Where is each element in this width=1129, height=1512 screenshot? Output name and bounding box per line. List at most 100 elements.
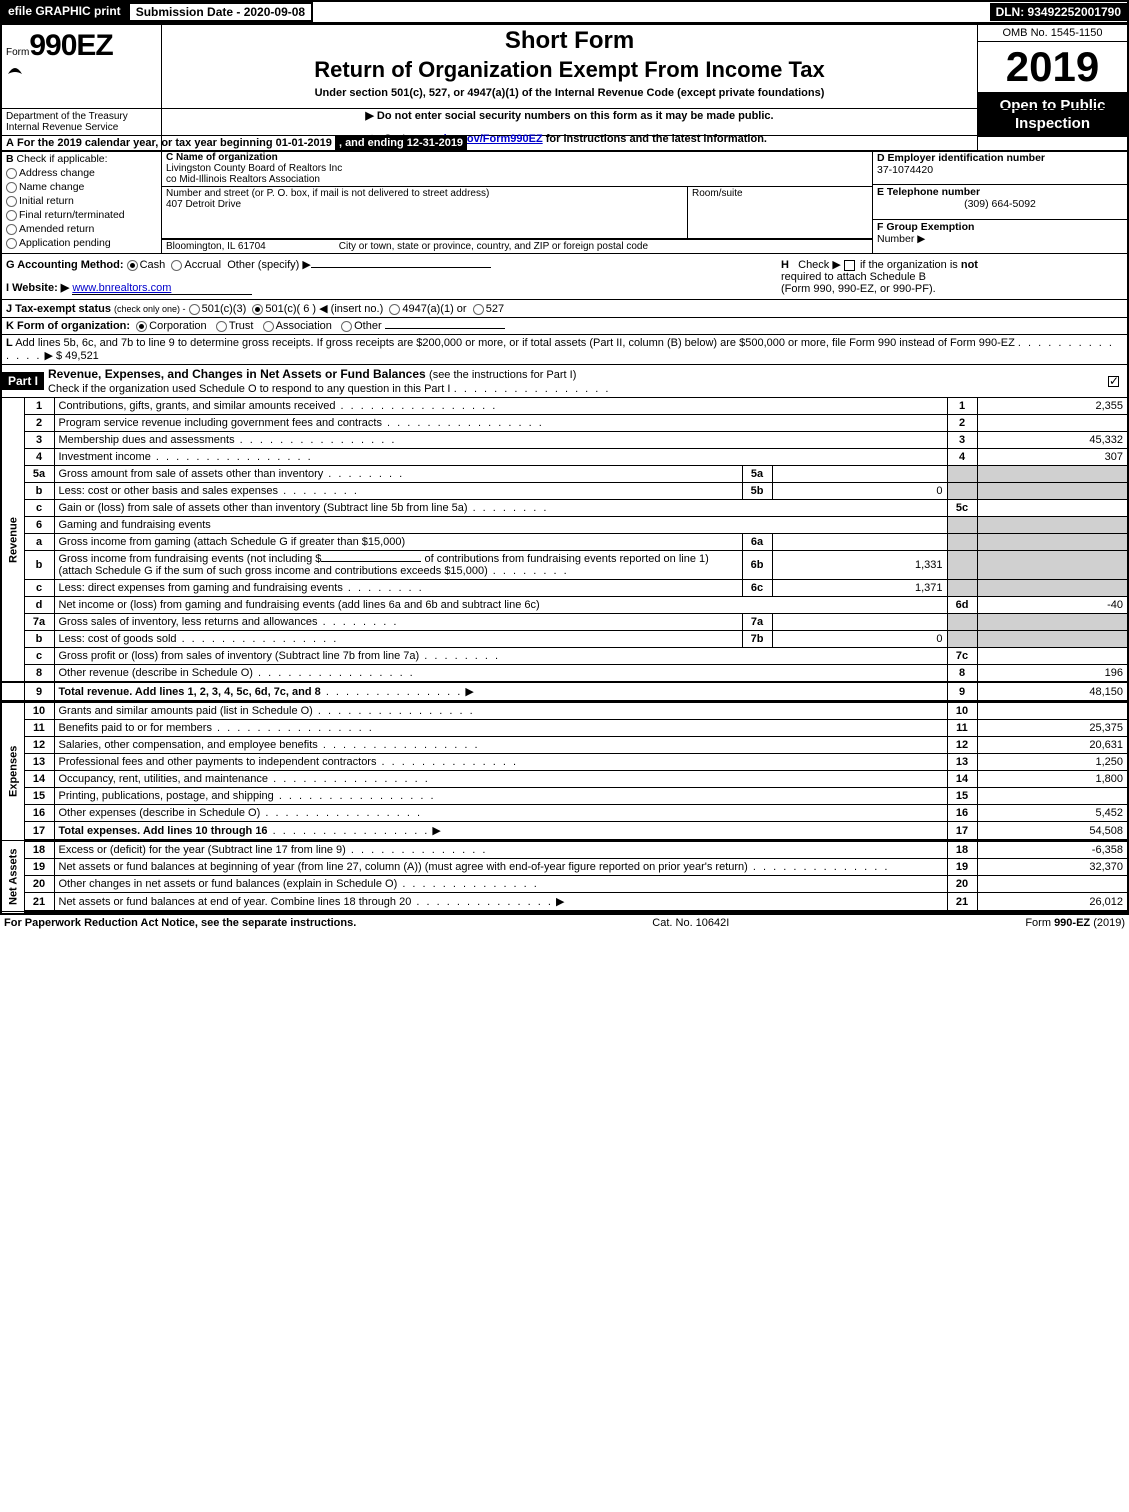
ln-8: 8	[24, 665, 54, 683]
h-label: H	[781, 259, 789, 271]
ln-21: 21	[24, 893, 54, 912]
h-not: not	[961, 259, 978, 271]
name-change-check[interactable]: Name change	[6, 181, 157, 193]
final-return-check[interactable]: Final return/terminated	[6, 209, 157, 221]
l-label: L	[6, 337, 13, 349]
section-b: B Check if applicable: Address change Na…	[2, 151, 162, 253]
ln-9: 9	[24, 682, 54, 702]
line-9-desc: Total revenue. Add lines 1, 2, 3, 4, 5c,…	[59, 686, 321, 698]
rln-20: 20	[947, 876, 977, 893]
ln-6c: c	[24, 580, 54, 597]
ln-1: 1	[24, 398, 54, 415]
part1-schedule-o-checkbox[interactable]	[1108, 376, 1119, 387]
addr-label: Number and street (or P. O. box, if mail…	[166, 188, 489, 199]
footer-right: Form 990-EZ (2019)	[1025, 917, 1125, 929]
h-checkbox[interactable]	[844, 260, 855, 271]
mval-6c: 1,371	[772, 580, 947, 597]
rln-10: 10	[947, 702, 977, 720]
irs-eagle-icon	[6, 62, 24, 79]
k-other-radio[interactable]	[341, 321, 352, 332]
accrual-radio[interactable]	[171, 260, 182, 271]
addr-change-check[interactable]: Address change	[6, 167, 157, 179]
line-20-desc: Other changes in net assets or fund bala…	[59, 878, 398, 890]
h-required: required to attach Schedule B	[781, 271, 926, 283]
mln-6a: 6a	[742, 534, 772, 551]
cash-radio[interactable]	[127, 260, 138, 271]
section-j: J Tax-exempt status (check only one) - 5…	[2, 300, 1127, 318]
rln-5a	[947, 466, 977, 483]
h-form990: (Form 990, 990-EZ, or 990-PF).	[781, 283, 936, 295]
j-527-radio[interactable]	[473, 304, 484, 315]
line-10: Expenses 10 Grants and similar amounts p…	[2, 702, 1127, 720]
j-opt4: 527	[486, 303, 504, 315]
efile-print-button[interactable]: efile GRAPHIC print	[2, 2, 129, 22]
line-5b-desc: Less: cost or other basis and sales expe…	[59, 485, 279, 497]
line-1: Revenue 1 Contributions, gifts, grants, …	[2, 398, 1127, 415]
app-pending-check[interactable]: Application pending	[6, 237, 157, 249]
val-4: 307	[977, 449, 1127, 466]
revenue-section-label: Revenue	[2, 398, 24, 682]
return-title: Return of Organization Exempt From Incom…	[314, 57, 825, 83]
line-19: 19 Net assets or fund balances at beginn…	[2, 859, 1127, 876]
line-6b-input[interactable]	[321, 561, 421, 562]
ln-12: 12	[24, 737, 54, 754]
j-501c3-radio[interactable]	[189, 304, 200, 315]
dln-number: DLN: 93492252001790	[990, 3, 1127, 21]
k-corp-radio[interactable]	[136, 321, 147, 332]
section-a-ending: , and ending 12-31-2019	[335, 136, 467, 150]
dept-spacer	[162, 109, 1127, 135]
room-cell: Room/suite	[687, 187, 872, 238]
rln-7b	[947, 631, 977, 648]
amended-return-check[interactable]: Amended return	[6, 223, 157, 235]
rln-5c: 5c	[947, 500, 977, 517]
val-2	[977, 415, 1127, 432]
ln-4: 4	[24, 449, 54, 466]
c-name-label: C Name of organization	[166, 152, 278, 163]
rln-6	[947, 517, 977, 534]
mval-5b: 0	[772, 483, 947, 500]
k-label: K Form of organization:	[6, 320, 130, 332]
k-other-input[interactable]	[385, 328, 505, 329]
mval-5a	[772, 466, 947, 483]
k-corp: Corporation	[149, 320, 206, 332]
org-addr: 407 Detroit Drive	[166, 199, 241, 210]
mval-7a	[772, 614, 947, 631]
rln-12: 12	[947, 737, 977, 754]
line-14-desc: Occupancy, rent, utilities, and maintena…	[59, 773, 269, 785]
val-6c	[977, 580, 1127, 597]
k-assoc-radio[interactable]	[263, 321, 274, 332]
val-15	[977, 788, 1127, 805]
form-container: efile GRAPHIC print Submission Date - 20…	[0, 0, 1129, 915]
line-13-desc: Professional fees and other payments to …	[59, 756, 377, 768]
val-10	[977, 702, 1127, 720]
initial-return-check[interactable]: Initial return	[6, 195, 157, 207]
group-label: F Group Exemption	[877, 221, 974, 233]
ein-value: 37-1074420	[877, 164, 933, 176]
val-9: 48,150	[977, 682, 1127, 702]
val-3: 45,332	[977, 432, 1127, 449]
j-501c-radio[interactable]	[252, 304, 263, 315]
rln-13: 13	[947, 754, 977, 771]
line-7c-desc: Gross profit or (loss) from sales of inv…	[59, 650, 420, 662]
k-trust-radio[interactable]	[216, 321, 227, 332]
line-12: 12 Salaries, other compensation, and emp…	[2, 737, 1127, 754]
bcd-row: B Check if applicable: Address change Na…	[2, 151, 1127, 254]
website-link[interactable]: www.bnrealtors.com	[72, 282, 252, 295]
ln-13: 13	[24, 754, 54, 771]
omb-number: OMB No. 1545-1150	[978, 25, 1127, 42]
irs-label: Internal Revenue Service	[6, 122, 118, 133]
j-4947-radio[interactable]	[389, 304, 400, 315]
submission-date: Submission Date - 2020-09-08	[128, 2, 313, 22]
other-specify-input[interactable]	[311, 267, 491, 268]
rln-18: 18	[947, 841, 977, 859]
line-5a-desc: Gross amount from sale of assets other t…	[59, 468, 324, 480]
room-label: Room/suite	[692, 188, 743, 199]
line-4: 4 Investment income 4 307	[2, 449, 1127, 466]
j-note: (check only one) -	[114, 304, 186, 314]
line-1-desc: Contributions, gifts, grants, and simila…	[59, 400, 336, 412]
ln-6b: b	[24, 551, 54, 580]
dept-treasury: Department of the Treasury Internal Reve…	[2, 109, 162, 135]
org-city: Bloomington, IL 61704	[166, 241, 336, 252]
line-3: 3 Membership dues and assessments 3 45,3…	[2, 432, 1127, 449]
line-6c: c Less: direct expenses from gaming and …	[2, 580, 1127, 597]
